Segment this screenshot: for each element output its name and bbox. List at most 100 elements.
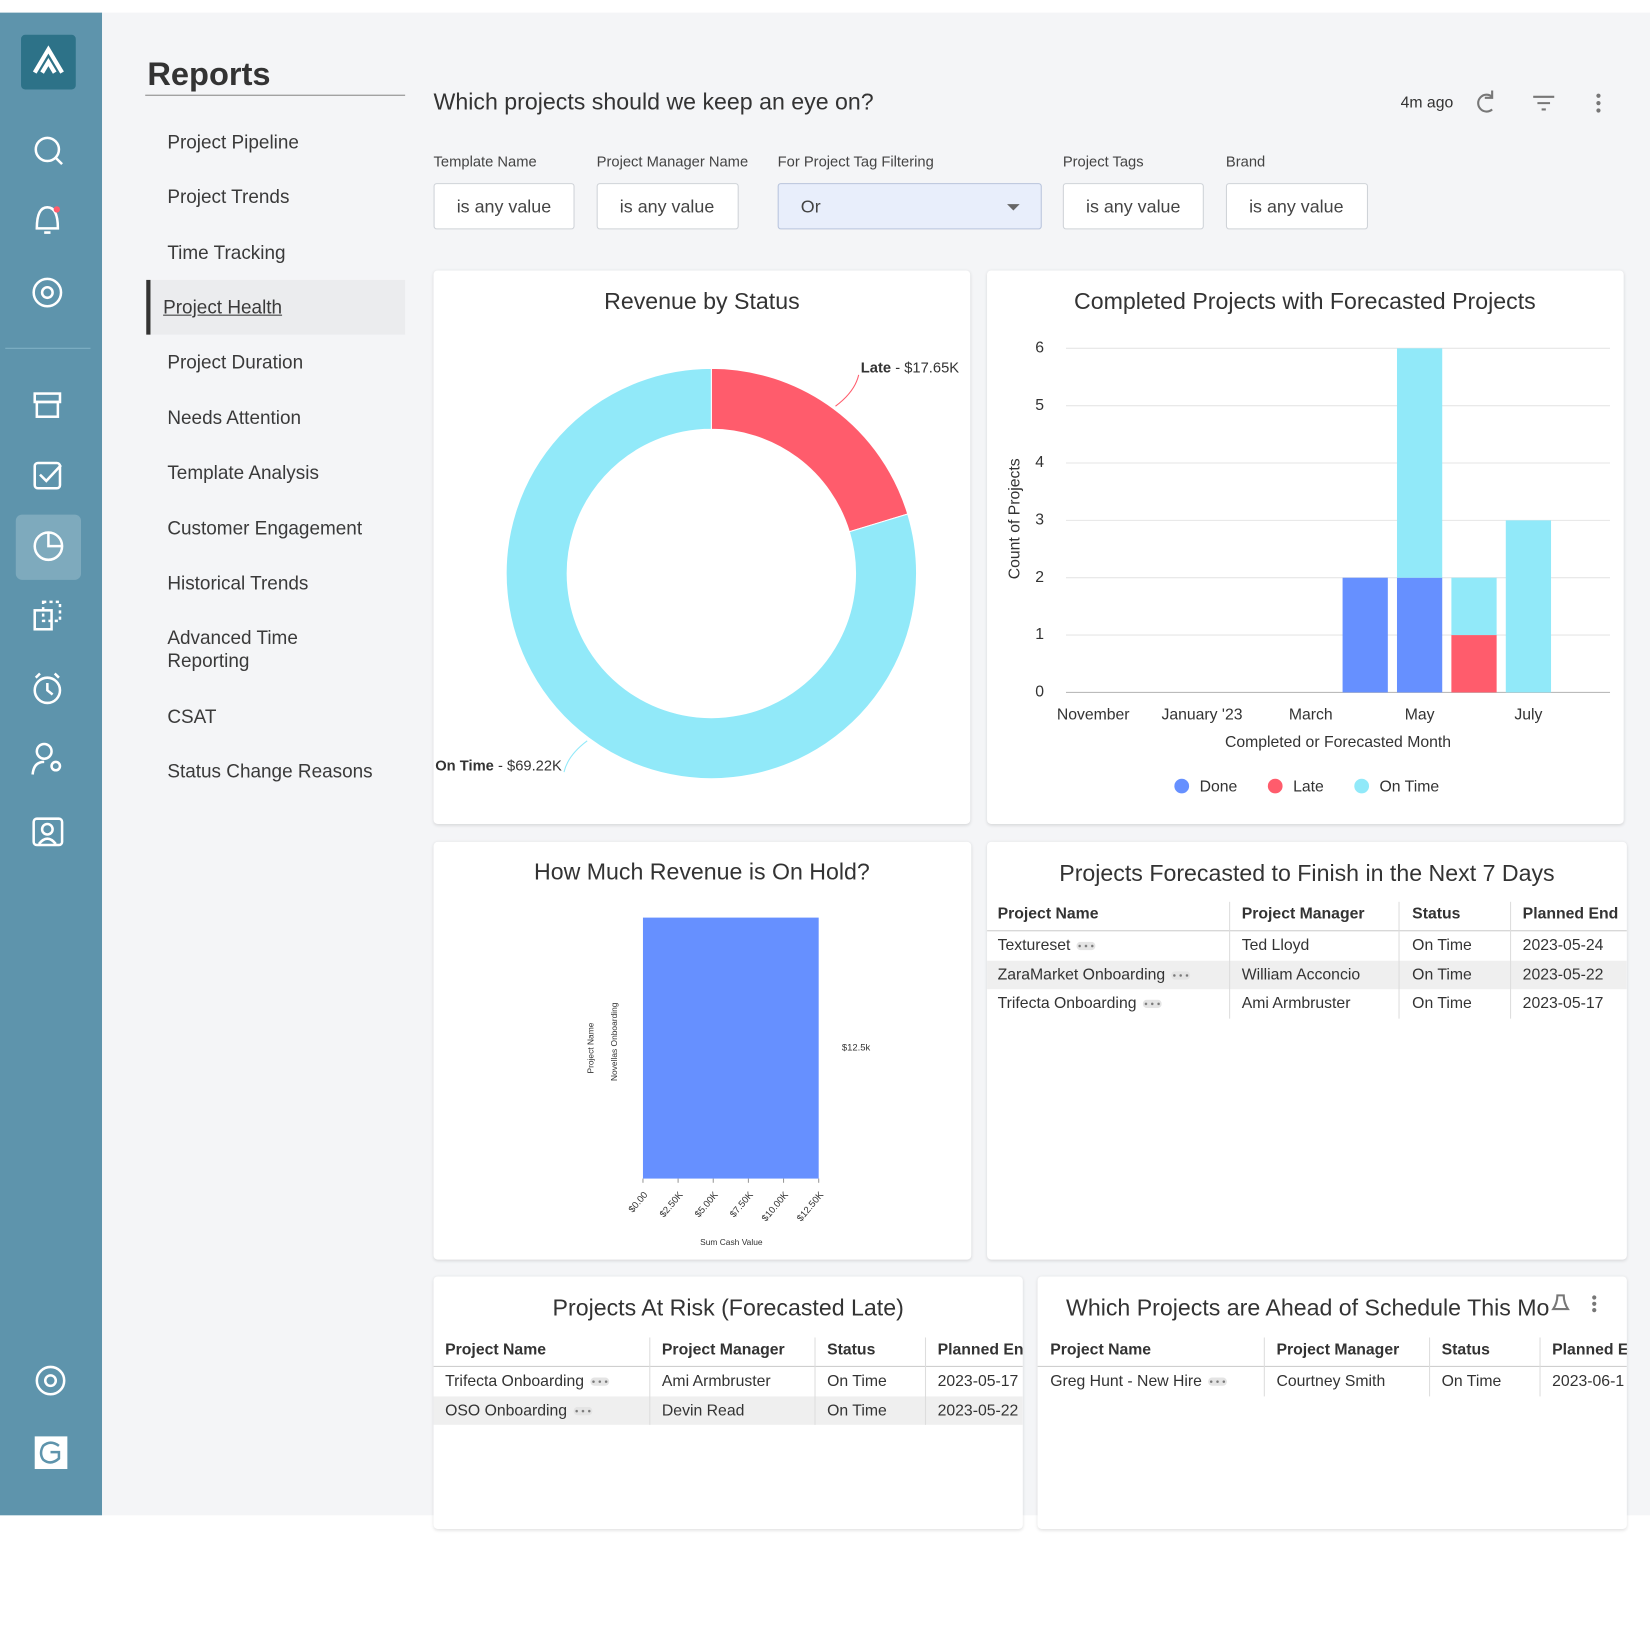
filter-input[interactable]: is any value	[433, 183, 575, 230]
column-header: Project Name	[1050, 1340, 1152, 1359]
sidebar	[0, 12, 103, 1516]
nav-item[interactable]: Project Trends	[167, 186, 290, 208]
notifications-icon[interactable]	[35, 206, 60, 234]
more-button[interactable]	[1171, 970, 1191, 980]
header-rule	[987, 930, 1627, 932]
separator	[891, 359, 904, 376]
title-rule	[145, 94, 406, 96]
table-cell: Courtney Smith	[1276, 1367, 1385, 1395]
filter-input[interactable]: is any value	[596, 183, 739, 230]
cell-text: 2023-05-22	[1522, 965, 1604, 984]
brand-mark	[39, 1441, 61, 1464]
more-button[interactable]	[590, 1377, 610, 1386]
cell-text: Trifecta Onboarding	[445, 1372, 585, 1391]
slice-value: $69.22K	[506, 756, 562, 774]
table-cell: 2023-06-1	[1552, 1367, 1624, 1395]
completed-card	[987, 270, 1624, 824]
slice-value: $17.65K	[904, 359, 960, 376]
table-cell: OSO Onboarding	[445, 1396, 593, 1424]
column-header: Status	[1412, 904, 1461, 923]
tasks-icon[interactable]	[33, 461, 62, 490]
table-cell: Trifecta Onboarding	[445, 1367, 610, 1395]
updated-time: 4m ago	[1400, 93, 1454, 112]
filter-label: Project Tags	[1062, 152, 1144, 170]
timer-icon[interactable]	[33, 672, 62, 705]
cell-text: Trifecta Onboarding	[997, 994, 1137, 1013]
table-cell: Textureset	[998, 931, 1096, 959]
column-header: Planned End	[1552, 1340, 1627, 1359]
nav-item[interactable]: Needs Attention	[167, 407, 302, 429]
nav-item[interactable]: Customer Engagement	[167, 517, 363, 539]
active-nav-bg	[146, 279, 406, 335]
table-title: Projects At Risk (Forecasted Late)	[552, 1294, 904, 1321]
cell-text: 2023-05-22	[937, 1401, 1019, 1420]
table-cell: 2023-05-22	[938, 1396, 1019, 1424]
slice-category: Late	[860, 359, 892, 376]
nav-item[interactable]: Status Change Reasons	[167, 760, 373, 782]
cell-text: Textureset	[997, 936, 1071, 955]
table-cell: Devin Read	[662, 1396, 744, 1424]
revenue-card	[433, 270, 971, 824]
column-header: Project Name	[997, 904, 1099, 923]
more-button[interactable]	[1208, 1377, 1228, 1386]
table-cell: 2023-05-17	[1523, 989, 1604, 1017]
nav-item[interactable]: Template Analysis	[167, 461, 319, 484]
column-header: Project Name	[445, 1340, 547, 1359]
table-cell: On Time	[827, 1367, 887, 1395]
contacts-icon[interactable]	[32, 817, 64, 847]
users-icon[interactable]	[31, 742, 62, 775]
cell-text: OSO Onboarding	[445, 1401, 568, 1420]
cell-text: ZaraMarket Onboarding	[997, 965, 1166, 984]
nav-item[interactable]: Advanced Time Reporting	[167, 627, 298, 672]
cell-text: 2023-06-1	[1552, 1372, 1625, 1391]
cell-text: Ami Armbruster	[1241, 994, 1351, 1013]
reports-title: Reports	[147, 55, 271, 93]
table-cell: 2023-05-17	[938, 1367, 1019, 1395]
filter-input[interactable]: is any value	[1225, 183, 1368, 230]
cell-text: On Time	[1441, 1372, 1502, 1391]
table-cell: Trifecta Onboarding	[998, 989, 1162, 1017]
help-icon[interactable]	[35, 1365, 66, 1396]
cell-text: Greg Hunt - New Hire	[1050, 1372, 1202, 1391]
cell-text: William Acconcio	[1241, 965, 1361, 984]
nav-item[interactable]: Project Duration	[167, 351, 304, 373]
table-cell: Greg Hunt - New Hire	[1050, 1367, 1228, 1395]
filter-input[interactable]: is any value	[1062, 183, 1204, 230]
templates-icon[interactable]	[33, 600, 62, 631]
cell-text: 2023-05-17	[937, 1372, 1019, 1391]
slice-label: Late $17.65K	[861, 359, 959, 376]
cell-text: On Time	[1412, 965, 1472, 984]
nav-item[interactable]: CSAT	[167, 706, 217, 728]
column-separator	[1398, 901, 1400, 1019]
column-separator	[1510, 901, 1512, 1019]
column-header: Project Manager	[661, 1340, 785, 1359]
nav-item[interactable]: Historical Trends	[167, 572, 309, 594]
more-button[interactable]	[1142, 999, 1162, 1009]
dashboard-title: Which projects should we keep an eye on?	[433, 88, 874, 115]
row-stripe	[433, 1395, 1023, 1425]
column-header: Status	[1441, 1340, 1490, 1359]
table-card: Projects Forecasted to Finish in the Nex…	[987, 841, 1627, 1260]
slice-label: On Time $69.22K	[435, 756, 562, 773]
search-icon[interactable]	[34, 136, 63, 166]
archive-icon[interactable]	[33, 392, 62, 418]
more-button[interactable]	[573, 1406, 593, 1415]
filter-label: For Project Tag Filtering	[777, 152, 934, 170]
column-header: Project Manager	[1276, 1340, 1400, 1359]
table-cell: ZaraMarket Onboarding	[998, 960, 1191, 988]
filter-input[interactable]: Or	[777, 183, 1042, 230]
table-cell: William Acconcio	[1242, 960, 1360, 988]
nav-item[interactable]: Time Tracking	[167, 242, 286, 264]
mentions-icon[interactable]	[32, 277, 63, 308]
cell-text: 2023-05-17	[1522, 994, 1604, 1013]
dropdown-caret	[1007, 204, 1020, 217]
nav-item[interactable]: Project Health	[163, 296, 283, 318]
cell-text: Ami Armbruster	[661, 1372, 771, 1391]
column-header: Status	[827, 1340, 876, 1359]
more-button[interactable]	[1076, 941, 1096, 951]
cell-text: Courtney Smith	[1276, 1372, 1386, 1391]
nav-item[interactable]: Project Pipeline	[167, 131, 299, 153]
table-cell: Ted Lloyd	[1242, 931, 1310, 959]
column-separator	[1429, 1337, 1431, 1396]
